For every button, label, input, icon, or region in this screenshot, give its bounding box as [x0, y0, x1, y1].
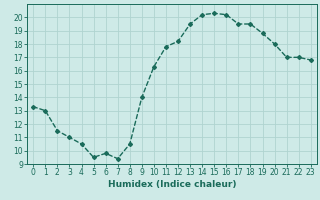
X-axis label: Humidex (Indice chaleur): Humidex (Indice chaleur)	[108, 180, 236, 189]
